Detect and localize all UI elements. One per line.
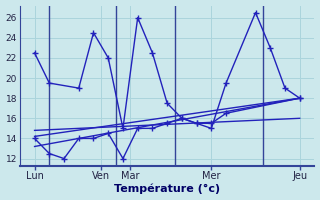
X-axis label: Température (°c): Température (°c)	[114, 184, 220, 194]
